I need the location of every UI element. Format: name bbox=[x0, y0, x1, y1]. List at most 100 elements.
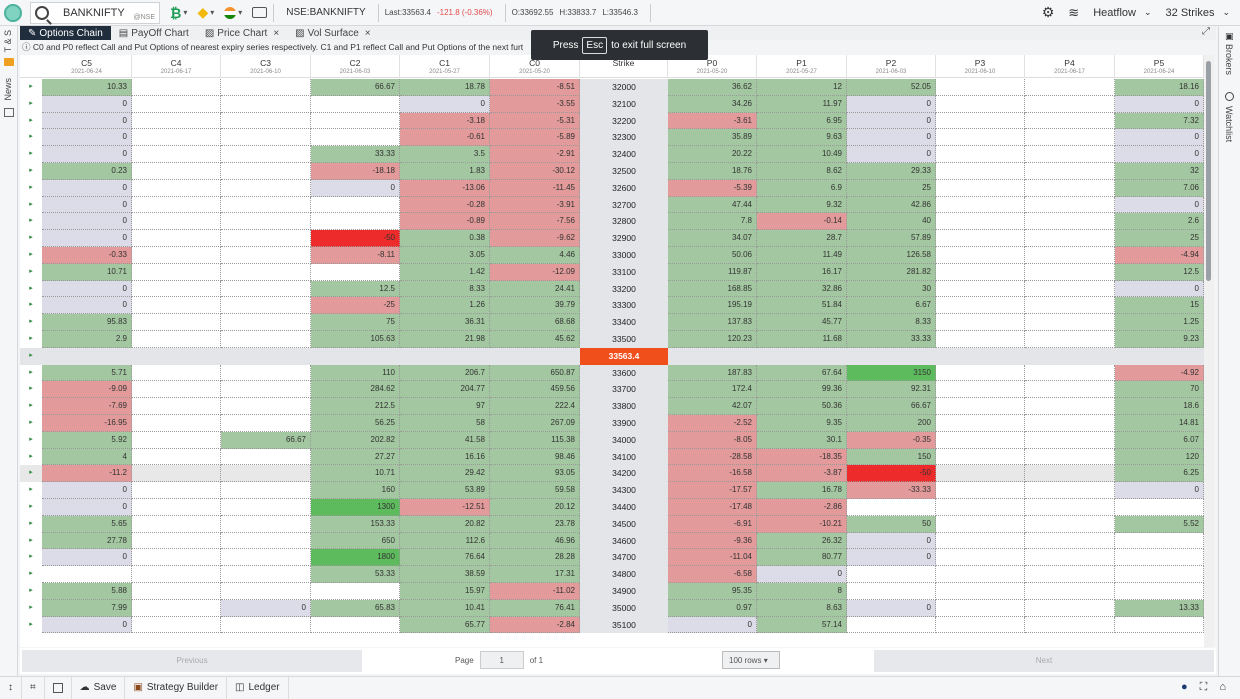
put-cell[interactable]: 8 bbox=[757, 583, 847, 600]
bitcoin-selector[interactable]: ₿ ▾ bbox=[170, 5, 187, 21]
put-cell[interactable]: 0 bbox=[1115, 280, 1204, 298]
call-cell[interactable]: 115.38 bbox=[490, 431, 580, 449]
strike-cell[interactable]: 33400 bbox=[580, 314, 668, 331]
strike-cell[interactable]: 33300 bbox=[580, 297, 668, 315]
put-cell[interactable]: 67.64 bbox=[757, 364, 847, 382]
put-cell[interactable] bbox=[1025, 280, 1115, 298]
table-row[interactable]: ▸ 0 -0.28 -3.91 32700 47.44 9.32 42.86 0 bbox=[20, 196, 1204, 214]
call-cell[interactable] bbox=[132, 230, 221, 247]
put-cell[interactable] bbox=[1025, 515, 1115, 533]
table-row[interactable]: ▸ 0.23 -18.18 1.83 -30.12 32500 18.76 8.62 29.33… bbox=[20, 163, 1204, 180]
table-row[interactable]: ▸ 0 -0.61 -5.89 32300 35.89 9.63 0 0 bbox=[20, 129, 1204, 147]
call-cell[interactable] bbox=[221, 482, 311, 499]
put-cell[interactable] bbox=[1115, 566, 1204, 583]
put-cell[interactable] bbox=[1025, 465, 1115, 483]
table-row[interactable]: ▸ 0 -25 1.26 39.79 33300 195.19 51.84 6.67 15 bbox=[20, 297, 1204, 315]
put-cell[interactable]: 12 bbox=[757, 79, 847, 96]
put-cell[interactable]: 15 bbox=[1115, 297, 1204, 315]
call-cell[interactable]: 12.5 bbox=[311, 280, 400, 298]
call-cell[interactable] bbox=[311, 95, 400, 113]
put-cell[interactable]: 8.33 bbox=[847, 314, 936, 331]
expand-row-icon[interactable]: ▸ bbox=[29, 469, 33, 477]
put-cell[interactable] bbox=[1025, 398, 1115, 415]
table-row[interactable]: ▸ 0 0 -13.06 -11.45 32600 -5.39 6.9 25 7.06 bbox=[20, 179, 1204, 197]
call-cell[interactable]: 8.33 bbox=[400, 280, 490, 298]
expand-row-icon[interactable]: ▸ bbox=[29, 351, 33, 359]
put-cell[interactable]: 57.14 bbox=[757, 616, 847, 634]
call-cell[interactable]: 46.96 bbox=[490, 532, 580, 550]
put-cell[interactable] bbox=[936, 448, 1025, 466]
call-cell[interactable]: -0.28 bbox=[400, 196, 490, 214]
put-cell[interactable]: 0 bbox=[847, 112, 936, 130]
call-cell[interactable] bbox=[311, 263, 400, 281]
expand-row-icon[interactable]: ▸ bbox=[29, 402, 33, 410]
put-cell[interactable] bbox=[936, 213, 1025, 231]
call-cell[interactable]: 98.46 bbox=[490, 448, 580, 466]
strike-cell[interactable]: 33500 bbox=[580, 331, 668, 348]
put-cell[interactable] bbox=[936, 482, 1025, 499]
put-cell[interactable]: 50.06 bbox=[668, 247, 757, 264]
put-cell[interactable] bbox=[1025, 448, 1115, 466]
call-cell[interactable] bbox=[311, 112, 400, 130]
call-cell[interactable] bbox=[221, 280, 311, 298]
call-cell[interactable]: 0 bbox=[42, 129, 132, 147]
call-cell[interactable]: -25 bbox=[311, 297, 400, 315]
call-cell[interactable]: -3.55 bbox=[490, 95, 580, 113]
put-cell[interactable]: 6.67 bbox=[847, 297, 936, 315]
call-cell[interactable] bbox=[221, 112, 311, 130]
put-cell[interactable]: 52.05 bbox=[847, 79, 936, 96]
put-cell[interactable] bbox=[1115, 616, 1204, 634]
call-cell[interactable] bbox=[132, 79, 221, 96]
table-row[interactable]: ▸ 0 1800 76.64 28.28 34700 -11.04 80.77 0 bbox=[20, 549, 1204, 567]
call-cell[interactable]: -0.61 bbox=[400, 129, 490, 147]
scrollbar-thumb[interactable] bbox=[1206, 61, 1211, 281]
table-row[interactable]: ▸ 10.33 66.67 18.78 -8.51 32000 36.62 12 52.05 18… bbox=[20, 79, 1204, 96]
put-cell[interactable] bbox=[1025, 179, 1115, 197]
call-cell[interactable]: -7.69 bbox=[42, 398, 132, 415]
call-cell[interactable]: -0.89 bbox=[400, 213, 490, 231]
put-cell[interactable] bbox=[1025, 583, 1115, 600]
put-cell[interactable]: 42.86 bbox=[847, 196, 936, 214]
india-selector[interactable]: ▾ bbox=[224, 6, 242, 19]
call-cell[interactable]: 0 bbox=[400, 95, 490, 113]
table-row[interactable]: ▸ 27.78 650 112.6 46.96 34600 -9.36 26.32 0 bbox=[20, 532, 1204, 550]
call-cell[interactable] bbox=[221, 247, 311, 264]
put-cell[interactable]: 150 bbox=[847, 448, 936, 466]
call-cell[interactable] bbox=[132, 146, 221, 163]
put-cell[interactable]: 92.31 bbox=[847, 381, 936, 399]
strike-cell[interactable]: 32600 bbox=[580, 179, 668, 197]
call-cell[interactable]: 39.79 bbox=[490, 297, 580, 315]
put-cell[interactable]: 6.9 bbox=[757, 179, 847, 197]
put-cell[interactable]: 0.97 bbox=[668, 599, 757, 617]
put-cell[interactable] bbox=[1025, 364, 1115, 382]
call-cell[interactable]: 212.5 bbox=[311, 398, 400, 415]
call-cell[interactable] bbox=[221, 297, 311, 315]
put-cell[interactable]: 13.33 bbox=[1115, 599, 1204, 617]
strike-cell[interactable]: 32000 bbox=[580, 79, 668, 96]
call-cell[interactable]: 650.87 bbox=[490, 364, 580, 382]
call-cell[interactable]: -12.51 bbox=[400, 499, 490, 516]
column-header-p5[interactable]: P5 2021-06-24 bbox=[1115, 55, 1204, 78]
put-cell[interactable]: 0 bbox=[1115, 129, 1204, 147]
put-cell[interactable]: 57.89 bbox=[847, 230, 936, 247]
call-cell[interactable]: 10.71 bbox=[311, 465, 400, 483]
strike-cell[interactable]: 33200 bbox=[580, 280, 668, 298]
call-cell[interactable] bbox=[132, 314, 221, 331]
call-cell[interactable]: 4 bbox=[42, 448, 132, 466]
put-cell[interactable]: 0 bbox=[1115, 146, 1204, 163]
call-cell[interactable]: 27.27 bbox=[311, 448, 400, 466]
put-cell[interactable]: -28.58 bbox=[668, 448, 757, 466]
call-cell[interactable]: 206.7 bbox=[400, 364, 490, 382]
put-cell[interactable]: -10.21 bbox=[757, 515, 847, 533]
put-cell[interactable]: 47.44 bbox=[668, 196, 757, 214]
news-tab[interactable]: News bbox=[3, 78, 13, 101]
expand-row-icon[interactable]: ▸ bbox=[29, 301, 33, 309]
call-cell[interactable] bbox=[132, 280, 221, 298]
put-cell[interactable]: 16.78 bbox=[757, 482, 847, 499]
strike-cell[interactable]: 34200 bbox=[580, 465, 668, 483]
call-cell[interactable]: 0 bbox=[42, 482, 132, 499]
put-cell[interactable]: 66.67 bbox=[847, 398, 936, 415]
call-cell[interactable]: -5.89 bbox=[490, 129, 580, 147]
call-cell[interactable]: 202.82 bbox=[311, 431, 400, 449]
call-cell[interactable] bbox=[132, 549, 221, 567]
